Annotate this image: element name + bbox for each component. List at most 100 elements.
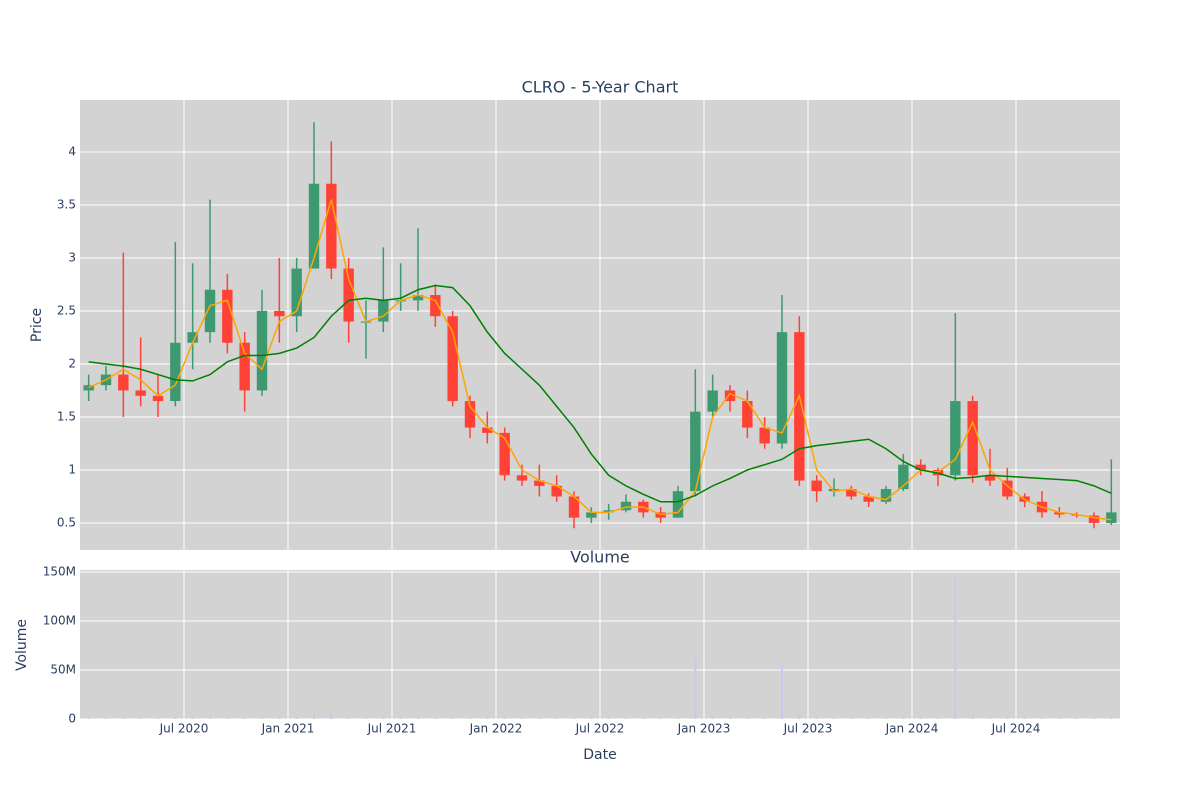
- candle-body: [378, 300, 389, 322]
- x-tick-label: Jan 2022: [469, 722, 523, 736]
- candle-body: [482, 427, 493, 433]
- candle-body: [1088, 515, 1100, 523]
- candle-body: [343, 268, 354, 322]
- volume-bar: [417, 717, 419, 719]
- volume-bar: [590, 718, 593, 720]
- candle-body: [256, 310, 268, 391]
- candle-body: [586, 512, 597, 518]
- candle-body: [308, 183, 320, 269]
- volume-bar: [365, 717, 367, 719]
- subplot-title: Volume: [570, 548, 630, 567]
- candle-body: [950, 401, 961, 476]
- candle-body: [915, 464, 926, 470]
- candle-body: [811, 480, 822, 492]
- candle-body: [152, 395, 164, 402]
- volume-bar: [1075, 718, 1078, 720]
- candle-body: [1002, 480, 1013, 497]
- y-axis-title: Volume: [14, 619, 30, 671]
- volume-bar: [729, 717, 731, 719]
- volume-bar: [746, 717, 749, 719]
- candle-body: [187, 332, 198, 343]
- volume-bar: [243, 717, 246, 719]
- candle-body: [135, 390, 146, 396]
- candle-body: [846, 489, 857, 497]
- volume-bar: [989, 717, 991, 719]
- volume-bar: [261, 717, 263, 719]
- y-axis-title: Price: [29, 308, 45, 342]
- x-tick-label: Jul 2024: [991, 722, 1041, 736]
- candle-body: [776, 332, 788, 444]
- volume-bar: [521, 718, 523, 719]
- y-tick-label: 100M: [43, 613, 76, 627]
- chart-title: CLRO - 5-Year Chart: [522, 78, 679, 97]
- candle-body: [967, 401, 978, 476]
- volume-bar: [919, 718, 922, 719]
- volume-bar: [677, 718, 679, 719]
- volume-bar: [157, 718, 159, 719]
- volume-bar: [1093, 717, 1095, 719]
- candle-body: [1054, 512, 1065, 515]
- volume-bar: [87, 717, 90, 719]
- candle-body: [499, 432, 510, 476]
- y-tick-label: 2: [68, 356, 76, 370]
- volume-bar: [833, 718, 835, 719]
- candle-body: [551, 485, 562, 497]
- y-tick-label: 3.5: [57, 197, 76, 211]
- volume-bar: [226, 717, 229, 719]
- candle-body: [742, 401, 753, 428]
- volume-bar: [105, 717, 107, 719]
- candle-body: [326, 183, 337, 269]
- candle-body: [1106, 512, 1117, 523]
- volume-bar: [538, 718, 541, 719]
- x-tick-label: Jan 2021: [261, 722, 315, 736]
- volume-bar: [1006, 718, 1009, 719]
- y-tick-label: 4: [68, 144, 76, 158]
- candle-body: [430, 295, 441, 317]
- volume-bar: [174, 717, 177, 719]
- candle-body: [534, 480, 545, 486]
- y-tick-label: 1: [68, 462, 76, 476]
- volume-bar: [781, 665, 783, 719]
- x-tick-label: Jan 2023: [677, 722, 731, 736]
- volume-bar: [295, 717, 298, 719]
- volume-bar: [850, 718, 853, 719]
- y-tick-label: 0: [68, 712, 76, 726]
- candle-body: [759, 427, 770, 444]
- volume-bar: [486, 718, 489, 719]
- candle-body: [291, 268, 302, 317]
- moving-average-line: [88, 284, 1112, 503]
- volume-bar: [382, 717, 385, 719]
- y-tick-label: 0.5: [57, 515, 76, 529]
- volume-bar: [469, 718, 471, 719]
- volume-bar: [278, 717, 281, 719]
- candle-body: [794, 332, 805, 481]
- volume-bar: [885, 718, 887, 719]
- moving-average-line: [88, 199, 1112, 521]
- x-axis-title: Date: [583, 747, 616, 763]
- x-tick-label: Jan 2024: [885, 722, 939, 736]
- candle-body: [603, 510, 614, 513]
- volume-bar: [867, 718, 870, 720]
- x-tick-label: Jul 2021: [367, 722, 417, 736]
- candle-body: [984, 475, 996, 481]
- volume-bar: [815, 718, 818, 719]
- candle-body: [239, 342, 250, 391]
- y-tick-label: 3: [68, 250, 76, 264]
- volume-bar: [555, 718, 558, 719]
- volume-bar: [607, 718, 610, 720]
- candle-body: [880, 489, 892, 502]
- x-tick-label: Jul 2022: [575, 722, 625, 736]
- candle-body: [690, 411, 701, 492]
- volume-bar: [694, 657, 697, 719]
- candle-body: [118, 374, 129, 391]
- volume-bar: [625, 718, 627, 719]
- y-tick-label: 2.5: [57, 303, 76, 317]
- candle-body: [898, 464, 909, 490]
- volume-bar: [191, 717, 194, 719]
- volume-bar: [209, 716, 211, 719]
- y-tick-label: 50M: [50, 662, 76, 676]
- volume-bar: [330, 713, 333, 719]
- volume-bar: [711, 716, 714, 719]
- volume-bar: [1041, 718, 1043, 719]
- volume-bar: [659, 718, 662, 720]
